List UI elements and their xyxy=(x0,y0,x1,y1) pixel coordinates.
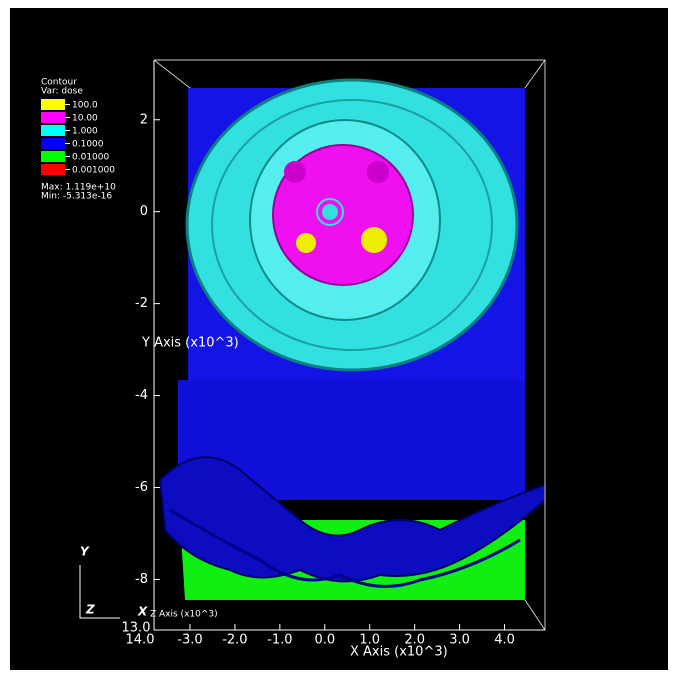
x-tick-label: 4.0 xyxy=(494,633,515,648)
legend-label: 0.1000 xyxy=(72,140,104,150)
legend-label: 1.000 xyxy=(72,127,98,137)
y-tick-label: 0 xyxy=(140,204,148,219)
legend-label: 0.001000 xyxy=(72,166,115,176)
triad-label: Z xyxy=(85,603,95,617)
z-axis-label: Z Axis (x10^3) xyxy=(150,610,218,620)
x-tick-label: 1.0 xyxy=(359,633,380,648)
x-tick-label: -3.0 xyxy=(177,633,202,648)
triad-label: Y xyxy=(80,545,90,559)
render-view: Y Axis (x10^3) X Axis (x10^3) Z Axis (x1… xyxy=(0,0,677,683)
legend-swatch xyxy=(41,151,65,162)
x-tick-label: 3.0 xyxy=(449,633,470,648)
triad-label: X xyxy=(137,605,148,619)
y-tick-label: 2 xyxy=(140,112,148,127)
y-tick-label: -6 xyxy=(135,480,148,495)
legend-label: 100.0 xyxy=(72,101,98,111)
legend-min: Min: -5.313e-16 xyxy=(41,192,112,202)
y-axis-label: Y Axis (x10^3) xyxy=(141,336,239,351)
x-tick-label: 2.0 xyxy=(404,633,425,648)
y-tick-label: -4 xyxy=(135,388,148,403)
page: {"chart_data": {"type": "contour", "lege… xyxy=(0,0,677,683)
y-tick-label: -8 xyxy=(135,572,148,587)
legend-swatch xyxy=(41,164,65,175)
legend-swatch xyxy=(41,99,65,110)
legend-swatch xyxy=(41,112,65,123)
x-tick-label: -2.0 xyxy=(222,633,247,648)
legend-variable: Var: dose xyxy=(41,87,83,97)
x-tick-label: 0.0 xyxy=(314,633,335,648)
z-tick-label: 13.0 xyxy=(122,621,151,636)
legend-swatch xyxy=(41,138,65,149)
legend-label: 10.00 xyxy=(72,114,98,124)
legend-swatch xyxy=(41,125,65,136)
y-tick-label: -2 xyxy=(135,296,148,311)
legend-label: 0.01000 xyxy=(72,153,109,163)
x-tick-label: -1.0 xyxy=(267,633,292,648)
